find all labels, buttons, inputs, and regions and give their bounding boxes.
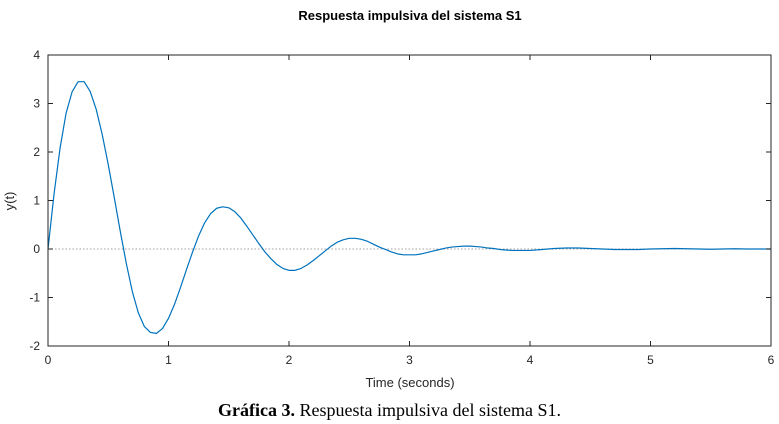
x-tick-label-2: 2: [286, 353, 293, 367]
caption-number: Gráfica 3.: [218, 400, 295, 420]
chart-title: Respuesta impulsiva del sistema S1: [298, 8, 521, 23]
x-axis-ticks: 0 1 2 3 4 5 6: [45, 55, 775, 367]
x-tick-label-5: 5: [647, 353, 654, 367]
figure: Respuesta impulsiva del sistema S1 0 1 2 3 4…: [2, 8, 775, 390]
y-tick-label-2: 0: [33, 242, 40, 256]
y-tick-label-1: -1: [29, 291, 40, 305]
y-tick-label-5: 3: [33, 97, 40, 111]
x-tick-label-3: 3: [406, 353, 413, 367]
impulse-response-chart: Respuesta impulsiva del sistema S1 0 1 2 3 4…: [2, 8, 775, 390]
plot-area: [48, 55, 771, 346]
y-axis-label: y(t): [2, 192, 17, 211]
x-tick-label-6: 6: [768, 353, 775, 367]
x-tick-label-1: 1: [165, 353, 172, 367]
y-tick-label-3: 1: [33, 194, 40, 208]
y-axis-ticks: -2 -1 0 1 2 3 4: [29, 48, 771, 353]
y-tick-label-0: -2: [29, 339, 40, 353]
x-tick-label-4: 4: [527, 353, 534, 367]
y-tick-label-4: 2: [33, 145, 40, 159]
impulse-response-line: [47, 81, 771, 334]
caption-text: Respuesta impulsiva del sistema S1.: [295, 400, 561, 420]
figure-caption: Gráfica 3. Respuesta impulsiva del siste…: [0, 396, 779, 424]
x-axis-label: Time (seconds): [365, 375, 454, 390]
x-tick-label-0: 0: [45, 353, 52, 367]
y-tick-label-6: 4: [33, 48, 40, 62]
